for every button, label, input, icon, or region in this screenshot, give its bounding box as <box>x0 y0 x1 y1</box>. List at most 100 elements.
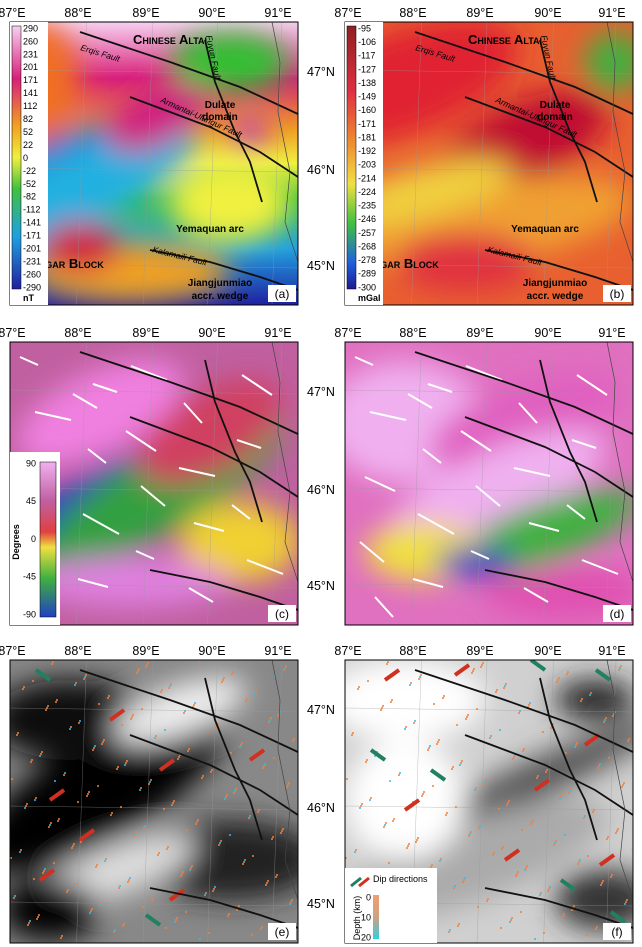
anomaly <box>0 880 100 940</box>
lat-label: 45°N <box>307 897 335 911</box>
euler-solution <box>628 738 630 740</box>
euler-solution <box>466 716 468 718</box>
euler-solution <box>228 913 230 915</box>
panel-label: (f) <box>611 925 622 939</box>
euler-solution <box>560 796 562 798</box>
euler-solution <box>34 799 36 801</box>
euler-solution <box>191 865 193 867</box>
map-panel: (a)Chinese AltaiErqis FaultFuyun FaultDu… <box>0 22 298 305</box>
lon-label: 91°E <box>264 326 291 340</box>
euler-solution <box>359 807 361 809</box>
euler-solution <box>184 710 186 712</box>
colorbar-label: -52 <box>23 179 36 189</box>
euler-solution <box>530 823 532 825</box>
euler-solution <box>381 707 383 709</box>
euler-solution <box>90 910 92 912</box>
euler-solution <box>96 864 98 866</box>
euler-solution <box>139 789 141 791</box>
euler-solution <box>74 684 76 686</box>
euler-solution <box>22 688 24 690</box>
euler-solution <box>423 791 425 793</box>
euler-solution <box>616 830 618 832</box>
euler-solution <box>593 809 595 811</box>
euler-solution <box>523 748 525 750</box>
euler-solution <box>391 699 393 701</box>
lon-label: 87°E <box>0 6 26 20</box>
euler-solution <box>367 680 369 682</box>
euler-solution <box>129 877 131 879</box>
euler-solution <box>235 788 237 790</box>
euler-solution <box>571 909 573 911</box>
euler-solution <box>37 916 39 918</box>
euler-solution <box>601 882 603 884</box>
euler-solution <box>242 863 244 865</box>
euler-solution <box>546 769 548 771</box>
euler-solution <box>140 787 142 789</box>
euler-solution <box>150 779 152 781</box>
euler-solution <box>134 833 136 835</box>
colorbar-label: -224 <box>358 187 376 197</box>
euler-solution <box>455 806 457 808</box>
euler-solution <box>478 827 480 829</box>
euler-solution <box>418 678 420 680</box>
euler-solution <box>275 876 277 878</box>
euler-solution <box>95 866 97 868</box>
euler-solution <box>144 825 146 827</box>
euler-solution <box>257 811 259 813</box>
lon-label: 87°E <box>0 326 26 340</box>
euler-solution <box>133 835 135 837</box>
euler-solution <box>49 824 51 826</box>
euler-solution <box>519 710 521 712</box>
euler-solution <box>625 901 627 903</box>
euler-solution <box>213 888 215 890</box>
domain-label: Jiangjunmiao <box>188 278 252 289</box>
euler-solution <box>592 811 594 813</box>
euler-solution <box>40 753 42 755</box>
euler-solution <box>518 712 520 714</box>
euler-solution <box>351 734 353 736</box>
euler-solution <box>470 831 472 833</box>
euler-solution <box>45 709 47 711</box>
euler-solution <box>149 781 151 783</box>
euler-solution <box>508 800 510 802</box>
euler-solution <box>579 859 581 861</box>
euler-solution <box>602 880 604 882</box>
panel-label: (a) <box>275 287 290 301</box>
euler-solution <box>154 737 156 739</box>
euler-solution <box>290 901 292 903</box>
colorbar-label: -171 <box>23 231 41 241</box>
euler-solution <box>543 932 545 934</box>
euler-solution <box>615 832 617 834</box>
euler-solution <box>548 888 550 890</box>
euler-solution <box>29 920 31 922</box>
euler-solution <box>51 663 53 665</box>
euler-solution <box>195 823 197 825</box>
lat-label: 47°N <box>307 703 335 717</box>
euler-solution <box>490 735 492 737</box>
euler-solution <box>248 817 250 819</box>
euler-solution <box>123 923 125 925</box>
euler-solution <box>385 822 387 824</box>
domain-label: Dulate <box>205 100 236 111</box>
euler-solution <box>50 822 52 824</box>
euler-solution <box>597 767 599 769</box>
lon-label: 91°E <box>264 644 291 658</box>
euler-solution <box>208 932 210 934</box>
colorbar-label: 22 <box>23 140 33 150</box>
euler-solution <box>483 783 485 785</box>
euler-solution <box>219 842 221 844</box>
colorbar-label: -260 <box>23 269 41 279</box>
euler-solution <box>243 861 245 863</box>
euler-solution <box>167 846 169 848</box>
euler-solution <box>404 728 406 730</box>
euler-solution <box>427 749 429 751</box>
euler-solution <box>168 687 170 689</box>
depth-tick: 10 <box>361 912 371 922</box>
euler-solution <box>220 840 222 842</box>
lon-label: 90°E <box>198 326 225 340</box>
euler-solution <box>537 775 539 777</box>
euler-solution <box>576 742 578 744</box>
euler-solution <box>511 917 513 919</box>
lat-label: 47°N <box>307 385 335 399</box>
euler-solution <box>114 929 116 931</box>
